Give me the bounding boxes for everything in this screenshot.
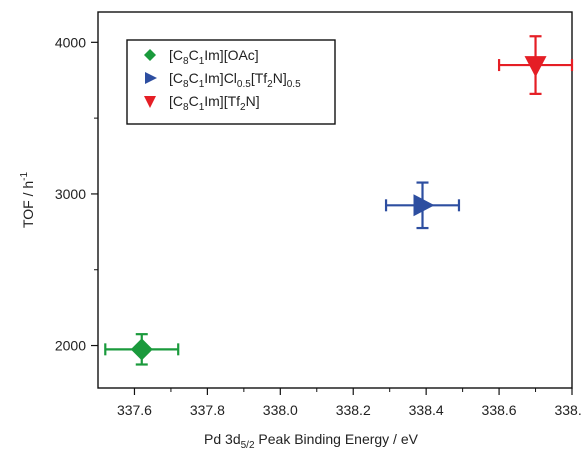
x-axis-title: Pd 3d5/2 Peak Binding Energy / eV [204, 431, 419, 451]
data-point-series-3 [497, 35, 574, 95]
legend: [C8C1Im][OAc] [C8C1Im]Cl0.5[Tf2N]0.5 [C8C1… [126, 39, 336, 125]
plot-frame [97, 11, 573, 389]
x-tick-label: 338.2 [336, 402, 371, 418]
legend-entry-label: [C8C1Im][Tf2N] [169, 93, 260, 113]
legend-marker [144, 49, 156, 61]
x-tick-label: 338.4 [409, 402, 444, 418]
data-point-series-2 [384, 181, 461, 230]
legend-marker [144, 96, 156, 108]
x-tick-label: 338.0 [263, 402, 298, 418]
legend-entry-label: [C8C1Im][OAc] [169, 47, 259, 67]
y-axis-title: TOF / h-1 [19, 172, 36, 229]
legend-marker [145, 72, 157, 84]
axis-ticks: 337.6 337.8 338.0 338.2 338.4 338.6 338.8 2000 3… [55, 34, 582, 418]
data-point-series-1 [104, 333, 180, 366]
y-tick-label: 2000 [55, 338, 86, 354]
legend-box [126, 39, 336, 125]
data-points [104, 35, 574, 366]
x-tick-label: 338.6 [482, 402, 517, 418]
axes [97, 11, 573, 389]
legend-entry-label: [C8C1Im]Cl0.5[Tf2N]0.5 [169, 70, 301, 90]
y-tick-label: 4000 [55, 34, 86, 50]
data-point-marker-triangle-right [413, 194, 435, 217]
x-tick-label: 337.6 [117, 402, 152, 418]
data-point-marker-triangle-down [524, 56, 547, 78]
y-tick-label: 3000 [55, 186, 86, 202]
x-tick-label: 338.8 [554, 402, 582, 418]
x-tick-label: 337.8 [190, 402, 225, 418]
data-point-marker-diamond [130, 338, 153, 361]
axis-titles: Pd 3d5/2 Peak Binding Energy / eV TOF / h… [19, 172, 419, 451]
